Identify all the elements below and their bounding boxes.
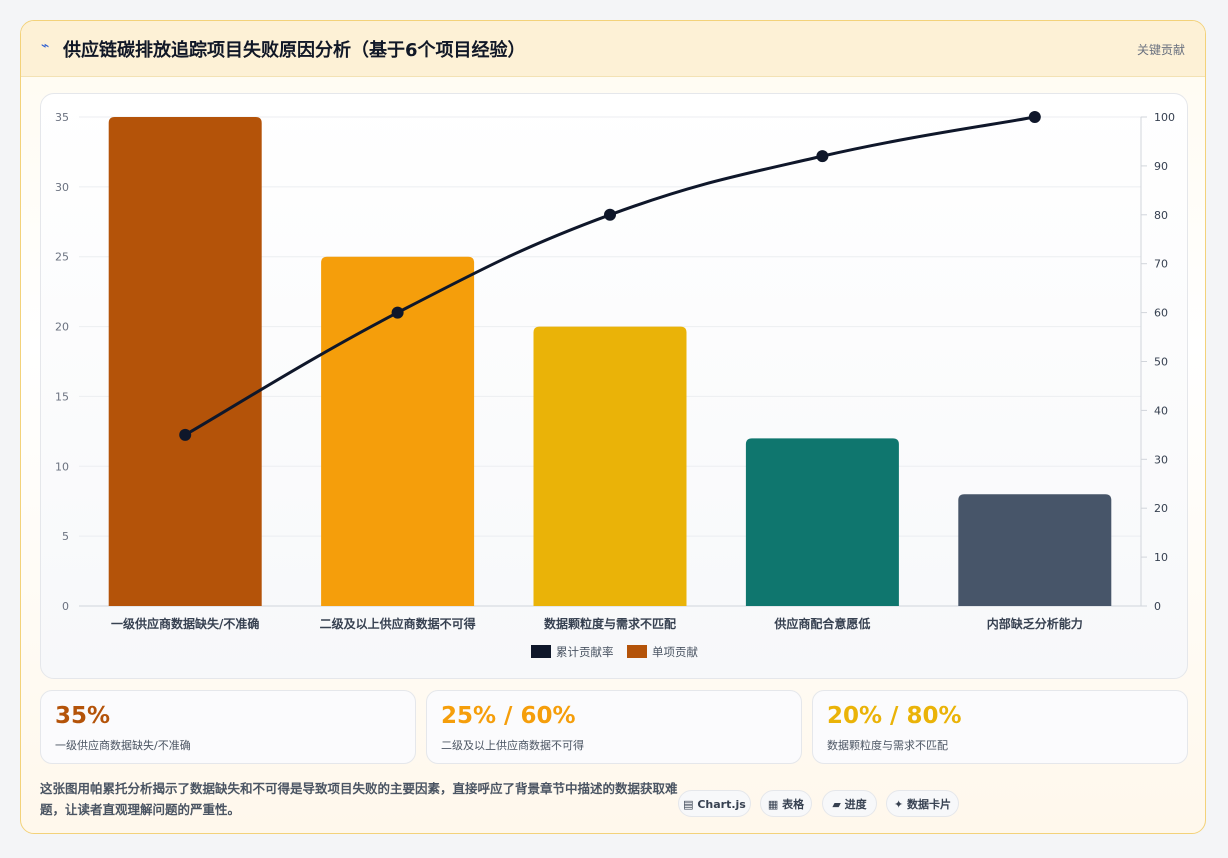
y-right-tick-label: 50 [1154, 356, 1168, 369]
stat-label: 二级及以上供应商数据不可得 [441, 739, 584, 752]
bar-2 [321, 256, 475, 606]
y-right-tick-label: 20 [1154, 502, 1168, 515]
bar-3 [533, 326, 687, 606]
lightning-icon: ⌁ [41, 38, 50, 54]
x-tick-label: 一级供应商数据缺失/不准确 [111, 616, 259, 631]
y-left-tick-label: 30 [55, 181, 69, 194]
y-right-tick-label: 70 [1154, 258, 1168, 271]
pareto-chart-svg: 0 5 10 15 20 25 30 35 0 10 20 30 40 50 60 70 80 90 100 一级供应… [55, 111, 1175, 659]
legend-swatch [627, 645, 647, 658]
y-right-tick-label: 60 [1154, 307, 1168, 320]
x-tick-label: 二级及以上供应商数据不可得 [320, 616, 476, 631]
legend-swatch [531, 645, 551, 658]
analysis-card: ⌁ 供应链碳排放追踪项目失败原因分析（基于6个项目经验） 关键贡献 0 5 10 15… [20, 20, 1206, 834]
y-right-tick-label: 100 [1154, 111, 1175, 124]
stat-card-2: 25% / 60% 二级及以上供应商数据不可得 [426, 690, 802, 764]
chart-description: 这张图用帕累托分析揭示了数据缺失和不可得是导致项目失败的主要因素，直接呼应了背景… [40, 781, 678, 817]
y-right-tick-label: 0 [1154, 600, 1161, 613]
stat-value: 20% / 80% [827, 703, 962, 729]
y-left-tick-label: 5 [62, 530, 69, 543]
y-left-tick-label: 35 [55, 111, 69, 124]
y-right-tick-label: 10 [1154, 551, 1168, 564]
y-left-tick-label: 10 [55, 460, 69, 473]
chip-progress[interactable]: ▰ 进度 [822, 790, 877, 817]
stat-label: 一级供应商数据缺失/不准确 [55, 739, 191, 752]
y-left-tick-label: 0 [62, 600, 69, 613]
card-header: ⌁ 供应链碳排放追踪项目失败原因分析（基于6个项目经验） 关键贡献 [21, 21, 1205, 77]
chip-data-card[interactable]: ✦ 数据卡片 [886, 790, 959, 817]
y-left-tick-label: 25 [55, 251, 69, 264]
pareto-chart: 0 5 10 15 20 25 30 35 0 10 20 30 40 50 60 70 80 90 100 一级供应… [40, 93, 1188, 679]
chip-table[interactable]: ▦ 表格 [760, 790, 812, 817]
y-right-tick-label: 90 [1154, 160, 1168, 173]
key-contribution-tag: 关键贡献 [1136, 43, 1185, 57]
stat-card-3: 20% / 80% 数据颗粒度与需求不匹配 [812, 690, 1188, 764]
stat-card-1: 35% 一级供应商数据缺失/不准确 [40, 690, 416, 764]
stat-label: 数据颗粒度与需求不匹配 [827, 739, 948, 752]
cumulative-point [604, 208, 616, 221]
x-tick-label: 供应商配合意愿低 [773, 616, 870, 631]
stat-value: 25% / 60% [441, 703, 576, 729]
legend-label: 累计贡献率 [556, 645, 614, 659]
x-tick-label: 内部缺乏分析能力 [987, 616, 1083, 631]
card-title: 供应链碳排放追踪项目失败原因分析（基于6个项目经验） [63, 40, 526, 61]
chip-chartjs[interactable]: ▤ Chart.js [678, 790, 751, 817]
cumulative-point [391, 306, 404, 319]
y-right-tick-label: 80 [1154, 209, 1168, 222]
bar-1 [108, 117, 262, 606]
x-tick-label: 数据颗粒度与需求不匹配 [544, 616, 676, 631]
y-right-tick-label: 40 [1154, 404, 1168, 417]
bar-4 [745, 438, 899, 606]
cumulative-point [179, 428, 192, 441]
y-right-tick-label: 30 [1154, 453, 1168, 466]
stat-value: 35% [55, 703, 111, 729]
cumulative-point [1028, 111, 1041, 123]
cumulative-point [816, 150, 829, 163]
legend-label: 单项贡献 [652, 645, 698, 659]
y-left-tick-label: 15 [55, 390, 69, 403]
bar-5 [958, 494, 1112, 606]
y-left-tick-label: 20 [55, 321, 69, 334]
